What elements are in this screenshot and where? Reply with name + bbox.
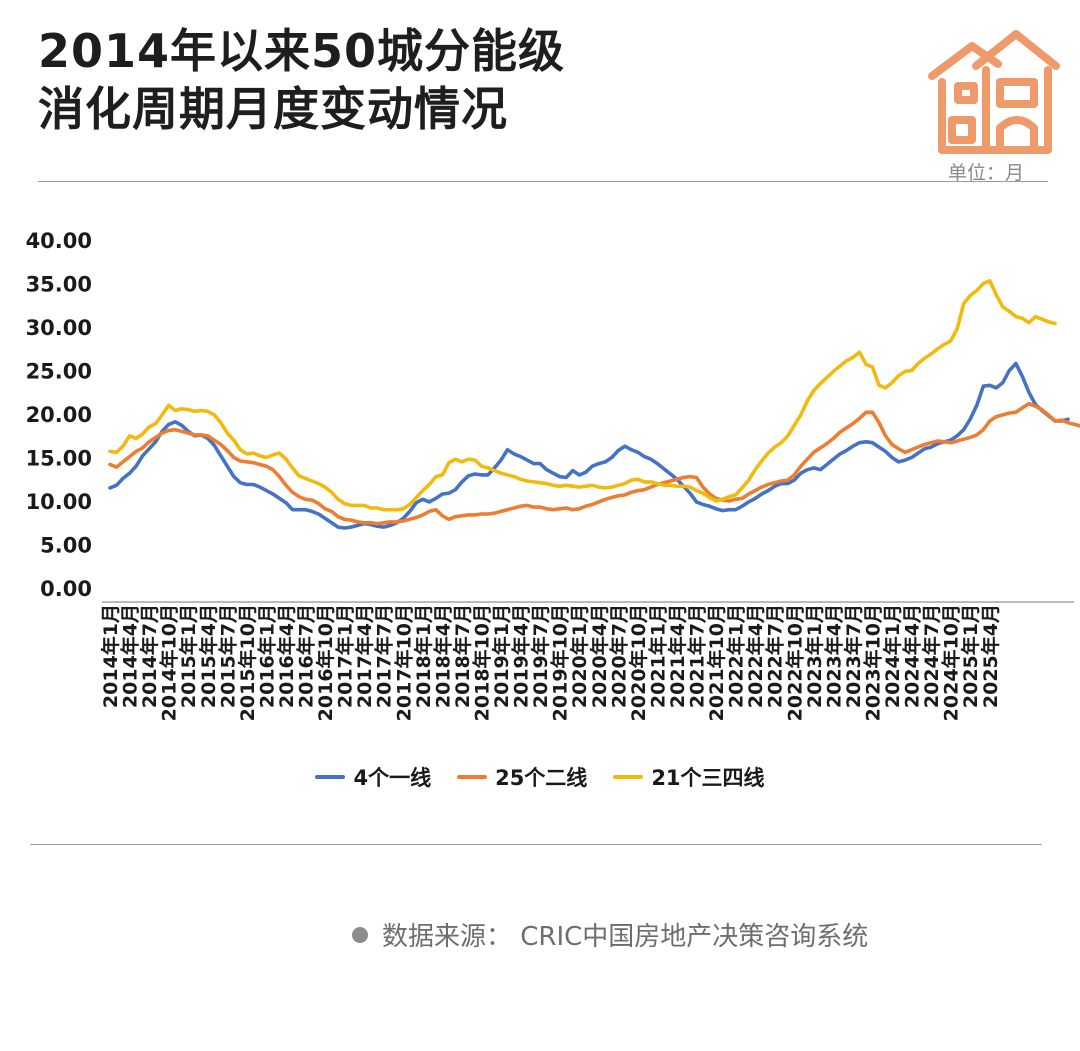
x-tick-label: 2015年7月 bbox=[216, 604, 239, 708]
y-tick-label: 10.00 bbox=[26, 490, 92, 514]
source-text: 数据来源： CRIC中国房地产决策咨询系统 bbox=[382, 922, 869, 952]
x-tick-label: 2015年10月 bbox=[236, 604, 259, 721]
x-tick-label: 2020年4月 bbox=[588, 604, 611, 708]
x-tick-label: 2020年7月 bbox=[607, 604, 630, 708]
x-tick-label: 2016年7月 bbox=[295, 604, 318, 708]
x-tick-label: 2024年1月 bbox=[881, 604, 904, 708]
x-tick-label: 2017年4月 bbox=[353, 604, 376, 708]
data-source: 数据来源： CRIC中国房地产决策咨询系统 bbox=[352, 916, 868, 953]
legend-item-tier1: 4个一线 bbox=[315, 762, 431, 792]
x-tick-label: 2018年10月 bbox=[470, 604, 493, 721]
x-tick-label: 2021年1月 bbox=[646, 604, 669, 708]
y-tick-label: 30.00 bbox=[26, 316, 92, 340]
y-tick-label: 35.00 bbox=[26, 273, 92, 297]
x-tick-label: 2022年4月 bbox=[744, 604, 767, 708]
x-tick-label: 2018年7月 bbox=[451, 604, 474, 708]
y-tick-label: 0.00 bbox=[40, 577, 92, 601]
legend-label-tier34: 21个三四线 bbox=[651, 766, 765, 790]
x-tick-label: 2015年1月 bbox=[177, 604, 200, 708]
x-tick-label: 2024年4月 bbox=[901, 604, 924, 708]
x-tick-label: 2025年1月 bbox=[959, 604, 982, 708]
title-line-2: 消化周期月度变动情况 bbox=[38, 82, 508, 136]
x-tick-label: 2022年10月 bbox=[783, 604, 806, 721]
x-tick-label: 2021年4月 bbox=[666, 604, 689, 708]
chart-legend: 4个一线 25个二线 21个三四线 bbox=[0, 762, 1080, 792]
x-tick-label: 2019年4月 bbox=[510, 604, 533, 708]
y-tick-label: 20.00 bbox=[26, 403, 92, 427]
x-tick-label: 2024年10月 bbox=[940, 604, 963, 721]
legend-swatch-tier1 bbox=[315, 775, 346, 779]
series-line-tier2 bbox=[108, 401, 1080, 526]
legend-item-tier34: 21个三四线 bbox=[613, 762, 765, 792]
x-tick-label: 2025年4月 bbox=[979, 604, 1002, 708]
x-tick-label: 2014年10月 bbox=[158, 604, 181, 721]
series-line-tier1 bbox=[108, 361, 1070, 530]
legend-label-tier1: 4个一线 bbox=[353, 766, 432, 790]
house-icon bbox=[928, 30, 1060, 154]
x-tick-label: 2014年7月 bbox=[138, 604, 161, 708]
x-tick-label: 2023年4月 bbox=[822, 604, 845, 708]
title-line-1: 2014年以来50城分能级 bbox=[38, 24, 566, 78]
y-tick-label: 5.00 bbox=[40, 534, 92, 558]
x-tick-label: 2015年4月 bbox=[197, 604, 220, 708]
x-tick-label: 2021年7月 bbox=[686, 604, 709, 708]
x-tick-label: 2023年10月 bbox=[861, 604, 884, 721]
y-tick-label: 15.00 bbox=[26, 447, 92, 471]
legend-label-tier2: 25个二线 bbox=[495, 766, 588, 790]
x-tick-label: 2017年1月 bbox=[334, 604, 357, 708]
legend-swatch-tier2 bbox=[457, 775, 488, 779]
x-tick-label: 2020年1月 bbox=[568, 604, 591, 708]
bullet-icon bbox=[352, 926, 368, 943]
x-tick-label: 2019年10月 bbox=[549, 604, 572, 721]
x-tick-label: 2023年7月 bbox=[842, 604, 865, 708]
x-tick-label: 2023年1月 bbox=[803, 604, 826, 708]
x-tick-label: 2024年7月 bbox=[920, 604, 943, 708]
y-tick-label: 40.00 bbox=[26, 229, 92, 253]
x-tick-label: 2016年1月 bbox=[255, 604, 278, 708]
x-tick-label: 2019年1月 bbox=[490, 604, 513, 708]
legend-swatch-tier34 bbox=[613, 775, 644, 779]
line-chart: 0.00 5.00 10.00 15.00 20.00 25.00 30.00 35.00 40… bbox=[26, 229, 1080, 721]
x-tick-label: 2016年4月 bbox=[275, 604, 298, 708]
x-tick-label: 2014年4月 bbox=[119, 604, 142, 708]
x-tick-label: 2022年7月 bbox=[764, 604, 787, 708]
x-tick-label: 2020年10月 bbox=[627, 604, 650, 721]
chart-title: 2014年以来50城分能级 消化周期月度变动情况 bbox=[38, 22, 565, 138]
x-tick-label: 2019年7月 bbox=[529, 604, 552, 708]
top-divider bbox=[38, 181, 1048, 182]
x-tick-label: 2018年1月 bbox=[412, 604, 435, 708]
series-line-tier34 bbox=[108, 279, 1057, 512]
unit-label: 单位：月 bbox=[948, 162, 1025, 184]
bottom-divider bbox=[30, 844, 1042, 845]
x-tick-label: 2017年10月 bbox=[392, 604, 415, 721]
legend-item-tier2: 25个二线 bbox=[457, 762, 587, 792]
x-tick-label: 2016年10月 bbox=[314, 604, 337, 721]
x-tick-label: 2022年1月 bbox=[725, 604, 748, 708]
x-tick-label: 2021年10月 bbox=[705, 604, 728, 721]
x-tick-label: 2017年7月 bbox=[373, 604, 396, 708]
x-tick-label: 2018年4月 bbox=[431, 604, 454, 708]
y-tick-label: 25.00 bbox=[26, 360, 92, 384]
x-tick-label: 2014年1月 bbox=[99, 604, 122, 708]
